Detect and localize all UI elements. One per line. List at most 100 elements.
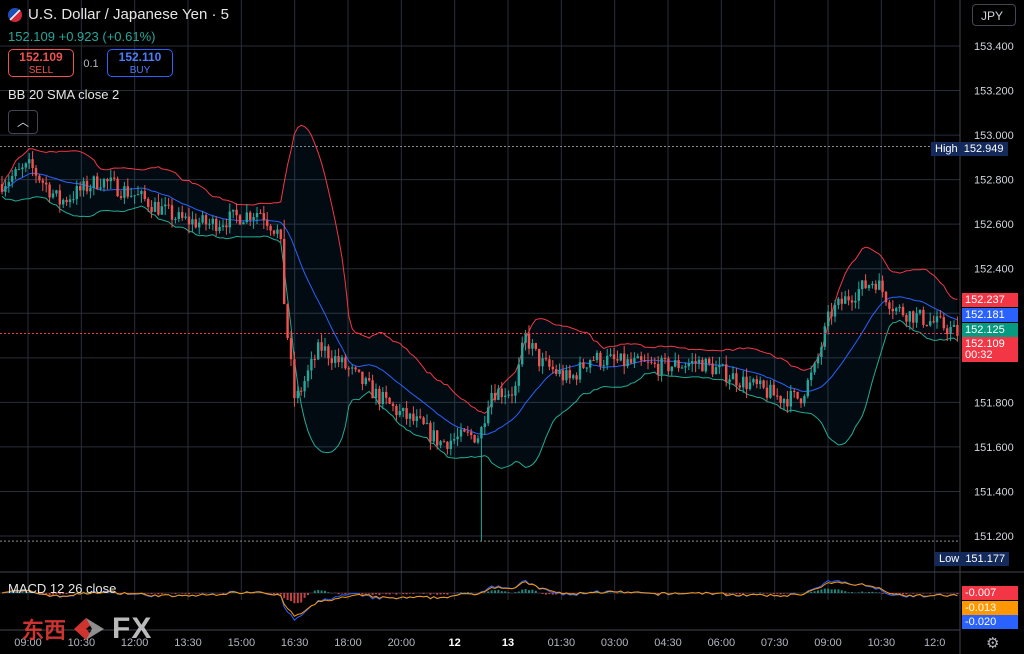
candle-body (245, 212, 248, 223)
time-tick-11: 03:00 (601, 637, 629, 649)
candle-body (799, 398, 803, 404)
macd-histogram-bar (385, 593, 388, 595)
macd-indicator-label[interactable]: MACD 12 26 close (8, 581, 117, 596)
gear-icon[interactable]: ⚙ (986, 635, 1000, 652)
macd-histogram-bar (551, 593, 554, 595)
macd-histogram-bar (711, 593, 714, 594)
buy-button[interactable]: 152.110 BUY (107, 49, 173, 77)
macd-histogram-bar (194, 593, 197, 594)
macd-histogram-bar (361, 593, 364, 595)
time-tick-5: 16:30 (281, 637, 309, 649)
candle-body (738, 385, 741, 388)
low-label: Low (939, 553, 960, 565)
macd-histogram-bar (432, 593, 435, 594)
candle-body (585, 367, 588, 369)
candle-body (306, 370, 310, 382)
quote-line: 152.109 +0.923 (+0.61%) (8, 29, 155, 44)
price-tick-1: 153.200 (974, 86, 1014, 98)
macd-histogram-bar (150, 593, 153, 595)
macd-histogram-bar (851, 592, 853, 593)
macd-histogram-bar (52, 593, 54, 595)
candle-body (323, 346, 327, 351)
candle-body (548, 359, 551, 367)
candle-body (599, 352, 602, 367)
candle-body (174, 218, 177, 220)
candle-body (915, 313, 918, 323)
candle-body (687, 363, 690, 367)
candle-body (181, 212, 184, 218)
macd-histogram-bar (514, 592, 517, 593)
symbol-title-text: U.S. Dollar / Japanese Yen · 5 (28, 6, 229, 23)
macd-histogram-bar (820, 589, 823, 593)
candle-body (844, 296, 847, 304)
candle-body (796, 391, 799, 399)
symbol-title[interactable]: U.S. Dollar / Japanese Yen · 5 (8, 6, 229, 23)
macd-histogram-bar (422, 593, 425, 594)
time-tick-14: 07:30 (761, 637, 789, 649)
candle-body (704, 358, 707, 372)
low-value: 151.177 (965, 553, 1006, 565)
candle-body (89, 188, 92, 192)
time-tick-4: 15:00 (228, 637, 256, 649)
high-marker: High 152.949 (931, 142, 1008, 156)
candle-body (640, 356, 643, 361)
candle-body (442, 441, 446, 443)
macd-histogram-bar (327, 592, 330, 593)
watermark-logo-icon (74, 618, 105, 640)
candle-body (735, 373, 738, 386)
candle-body (330, 358, 333, 363)
price-tag-0: 152.237 (962, 293, 1018, 307)
candle-body (589, 360, 592, 368)
macd-histogram-bar (188, 593, 190, 595)
macd-histogram-bar (837, 589, 840, 593)
macd-histogram-bar (596, 591, 598, 593)
macd-histogram-bar (62, 593, 65, 595)
time-tick-8: 12 (449, 637, 461, 649)
candle-body (561, 370, 565, 381)
candle-body (75, 186, 78, 200)
candle-body (558, 370, 561, 374)
candle-body (538, 348, 541, 367)
candle-body (238, 215, 242, 225)
candle-body (391, 403, 395, 407)
macd-histogram-bar (276, 593, 279, 595)
macd-histogram-bar (878, 592, 881, 593)
candle-body (21, 167, 24, 170)
candle-body (888, 302, 891, 309)
candle-body (126, 186, 129, 197)
candle-body (789, 390, 792, 407)
candle-body (939, 316, 942, 318)
price-tick-9: 151.600 (974, 442, 1014, 454)
macd-histogram-bar (303, 593, 306, 598)
buy-price: 152.110 (118, 50, 162, 64)
candle-body (667, 358, 670, 372)
candle-body (113, 177, 116, 179)
candle-body (752, 379, 755, 383)
macd-histogram-bar (157, 593, 160, 595)
candle-body (130, 195, 133, 197)
candle-body (861, 280, 864, 290)
macd-histogram-bar (436, 593, 439, 595)
candle-body (4, 186, 7, 192)
candle-body (242, 222, 245, 225)
high-label: High (935, 143, 958, 155)
candle-body (670, 366, 673, 372)
macd-histogram-bar (817, 590, 819, 593)
sell-button[interactable]: 152.109 SELL (8, 49, 74, 77)
candle-body (772, 384, 775, 396)
currency-selector[interactable]: JPY (972, 4, 1016, 26)
bb-indicator-label[interactable]: BB 20 SMA close 2 (8, 87, 120, 102)
collapse-chevron-up-icon[interactable]: ︿ (8, 110, 38, 134)
candle-body (487, 407, 490, 424)
macd-histogram-bar (548, 593, 551, 595)
candle-body (300, 390, 303, 392)
candle-body (779, 395, 782, 404)
candle-body (470, 432, 473, 435)
macd-histogram-bar (222, 593, 224, 594)
candle-body (592, 360, 595, 362)
macd-histogram-bar (504, 591, 507, 593)
macd-histogram-bar (405, 593, 408, 595)
candle-body (187, 216, 191, 225)
macd-histogram-bar (55, 593, 58, 594)
